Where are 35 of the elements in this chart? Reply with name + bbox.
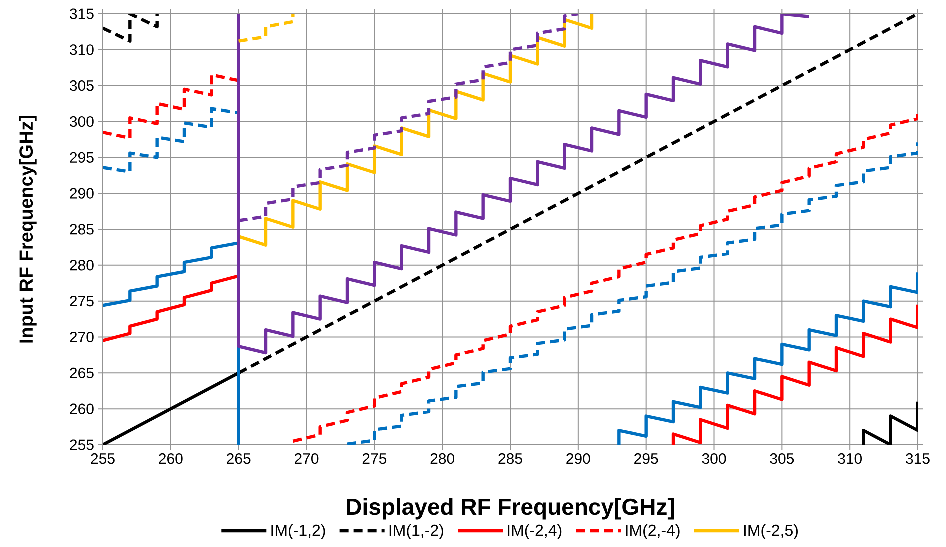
- y-tick-label: 280: [70, 260, 94, 271]
- x-tick-label: 280: [430, 454, 454, 464]
- legend-label: IM(-2,5): [744, 524, 798, 540]
- y-tick-label: 295: [70, 152, 94, 163]
- y-axis-title: Input RF Frequency[GHz]: [19, 116, 37, 343]
- y-tick-label: 290: [70, 188, 94, 199]
- x-axis-title: Displayed RF Frequency[GHz]: [347, 498, 674, 520]
- x-tick-label: 255: [91, 454, 115, 464]
- line-series: [237, 14, 295, 43]
- legend-label: IM(-2,4): [508, 524, 562, 540]
- x-tick-label: 295: [634, 454, 658, 464]
- legend-label: IM(1,-2): [390, 524, 444, 540]
- x-tick-label: 260: [159, 454, 183, 464]
- y-tick-label: 300: [70, 116, 94, 128]
- x-tick-label: 290: [566, 454, 590, 464]
- y-tick-label: 310: [70, 44, 94, 56]
- x-tick-label: 270: [294, 454, 319, 464]
- y-tick-label: 315: [70, 8, 94, 20]
- x-tick-label: 305: [770, 454, 794, 464]
- x-tick-label: 300: [702, 454, 726, 464]
- legend-label: IM(2,-4): [626, 524, 680, 540]
- x-tick-label: 315: [906, 454, 930, 464]
- legend-label: IM(-1,2): [272, 524, 326, 540]
- y-tick-label: 285: [70, 224, 94, 235]
- x-tick-label: 310: [838, 454, 862, 464]
- y-tick-label: 255: [70, 440, 94, 450]
- y-tick-label: 275: [70, 296, 94, 307]
- x-tick-label: 285: [498, 454, 522, 464]
- y-tick-label: 305: [70, 80, 94, 92]
- line-series: [237, 14, 811, 355]
- x-tick-label: 275: [362, 454, 387, 464]
- x-tick-label: 265: [227, 454, 251, 464]
- y-tick-label: 270: [70, 332, 94, 343]
- y-tick-label: 265: [70, 368, 94, 378]
- y-tick-label: 260: [70, 404, 94, 414]
